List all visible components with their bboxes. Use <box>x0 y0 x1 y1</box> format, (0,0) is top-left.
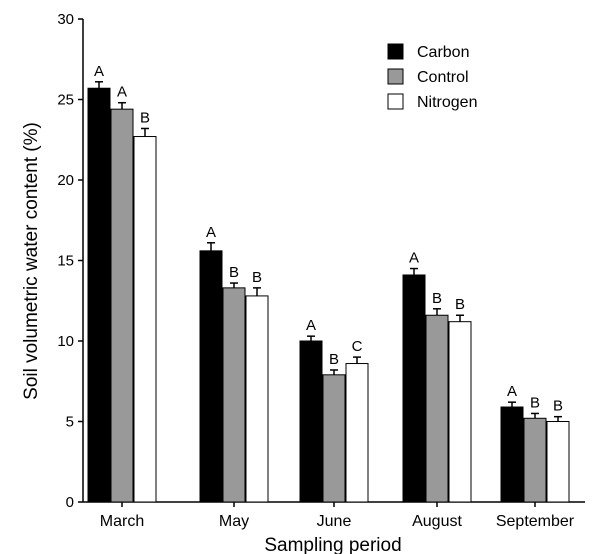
y-tick-label: 30 <box>57 11 74 28</box>
significance-letter: C <box>352 338 363 355</box>
legend-swatch-nitrogen <box>387 93 404 110</box>
bar-control <box>110 108 134 503</box>
legend: Carbon Control Nitrogen <box>387 43 477 111</box>
bar-control <box>322 374 346 503</box>
bar-nitrogen <box>133 136 157 503</box>
axes: 0 5 10 15 20 25 30 March May June August September <box>57 11 585 530</box>
bar-nitrogen <box>546 421 570 503</box>
significance-letter: B <box>432 290 442 307</box>
significance-letter: A <box>409 250 419 267</box>
significance-letter: B <box>229 264 239 281</box>
y-tick-label: 5 <box>66 414 74 431</box>
bar-carbon <box>500 406 524 503</box>
bar-control <box>222 287 246 503</box>
y-tick-label: 10 <box>57 333 74 350</box>
y-tick-label: 15 <box>57 253 74 270</box>
significance-letter: A <box>507 383 517 400</box>
bar-control <box>425 314 449 503</box>
bar-carbon <box>402 274 426 503</box>
legend-swatch-carbon <box>387 43 404 60</box>
bar-carbon <box>87 87 111 503</box>
significance-letter: A <box>206 224 216 241</box>
x-tick-label: August <box>412 513 462 530</box>
y-tick-label: 25 <box>57 92 74 109</box>
significance-letter: A <box>306 317 316 334</box>
significance-letter: B <box>252 269 262 286</box>
significance-letter: B <box>329 351 339 368</box>
significance-letter: B <box>530 394 540 411</box>
bar-nitrogen <box>345 363 369 503</box>
x-axis-title: Sampling period <box>264 535 401 554</box>
significance-letter: B <box>553 398 563 415</box>
y-axis-title: Soil volumetric water content (%) <box>21 122 42 400</box>
significance-letter: A <box>94 63 104 80</box>
legend-label-carbon: Carbon <box>417 44 469 61</box>
x-tick-label: September <box>496 513 575 530</box>
x-tick-label: March <box>100 513 144 530</box>
legend-swatch-control <box>387 68 404 85</box>
y-tick-label: 0 <box>66 494 74 511</box>
significance-letter: B <box>455 296 465 313</box>
bar-nitrogen <box>448 321 472 503</box>
bar-carbon <box>299 340 323 503</box>
bar-carbon <box>199 250 223 503</box>
bar-control <box>523 417 547 503</box>
legend-label-control: Control <box>417 69 469 86</box>
x-tick-label: June <box>317 513 352 530</box>
significance-letter: B <box>140 109 150 126</box>
bar-nitrogen <box>245 295 269 503</box>
legend-label-nitrogen: Nitrogen <box>417 94 477 111</box>
y-tick-label: 20 <box>57 172 74 189</box>
significance-letter: A <box>117 84 127 101</box>
x-tick-label: May <box>219 513 249 530</box>
